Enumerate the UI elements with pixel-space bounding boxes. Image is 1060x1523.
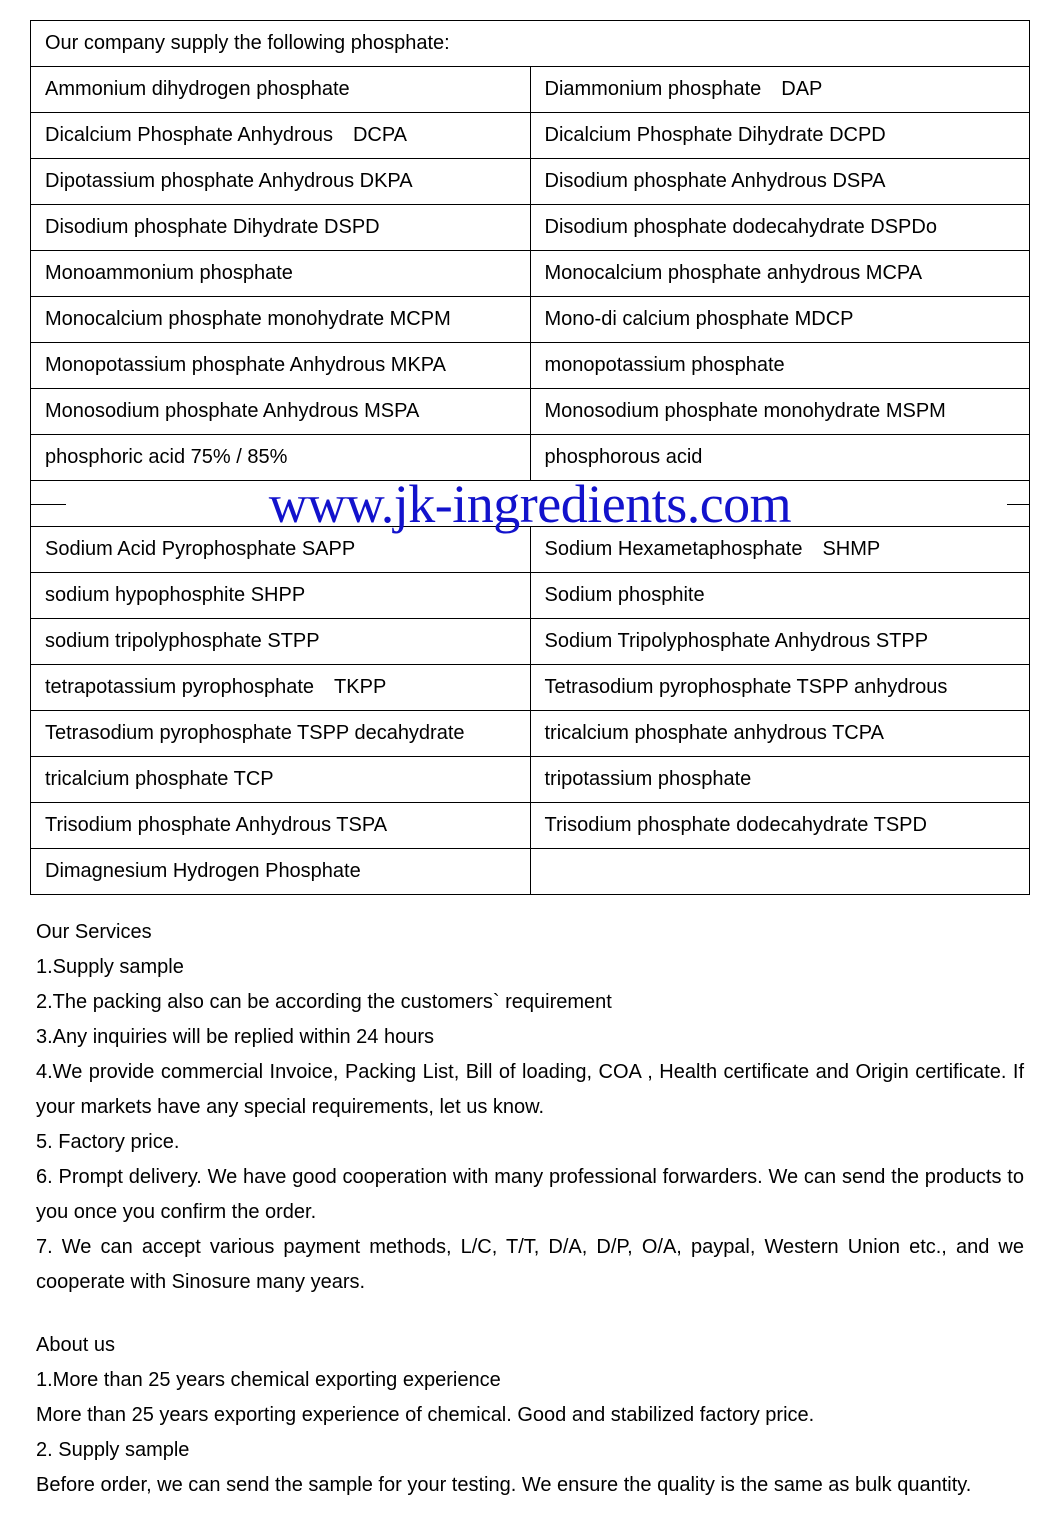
table-header-row: Our company supply the following phospha… (31, 21, 1030, 67)
table-cell: Diammonium phosphate DAP (530, 67, 1030, 113)
table-row: Monoammonium phosphateMonocalcium phosph… (31, 251, 1030, 297)
table-cell: tricalcium phosphate anhydrous TCPA (530, 711, 1030, 757)
table-cell: Trisodium phosphate dodecahydrate TSPD (530, 803, 1030, 849)
services-item: 7. We can accept various payment methods… (36, 1230, 1024, 1300)
table-row: Dipotassium phosphate Anhydrous DKPADiso… (31, 159, 1030, 205)
watermark-rule-left (31, 504, 66, 505)
table-cell: Mono-di calcium phosphate MDCP (530, 297, 1030, 343)
table-row: Trisodium phosphate Anhydrous TSPATrisod… (31, 803, 1030, 849)
table-cell: Sodium Tripolyphosphate Anhydrous STPP (530, 619, 1030, 665)
table-row: tricalcium phosphate TCPtripotassium pho… (31, 757, 1030, 803)
table-cell: monopotassium phosphate (530, 343, 1030, 389)
table-cell: Dipotassium phosphate Anhydrous DKPA (31, 159, 531, 205)
table-cell: Monoammonium phosphate (31, 251, 531, 297)
table-row: Monosodium phosphate Anhydrous MSPAMonos… (31, 389, 1030, 435)
table-cell: Trisodium phosphate Anhydrous TSPA (31, 803, 531, 849)
table-cell: Disodium phosphate Dihydrate DSPD (31, 205, 531, 251)
table-cell: Sodium phosphite (530, 573, 1030, 619)
table-cell: Monopotassium phosphate Anhydrous MKPA (31, 343, 531, 389)
table-row: Ammonium dihydrogen phosphateDiammonium … (31, 67, 1030, 113)
table-row: Disodium phosphate Dihydrate DSPDDisodiu… (31, 205, 1030, 251)
services-item: 6. Prompt delivery. We have good coopera… (36, 1160, 1024, 1230)
table-row: Monocalcium phosphate monohydrate MCPMMo… (31, 297, 1030, 343)
services-section: Our Services 1.Supply sample2.The packin… (30, 915, 1030, 1300)
table-row: tetrapotassium pyrophosphate TKPPTetraso… (31, 665, 1030, 711)
table-cell: Tetrasodium pyrophosphate TSPP decahydra… (31, 711, 531, 757)
about-section: About us 1.More than 25 years chemical e… (30, 1328, 1030, 1503)
table-cell: Monosodium phosphate monohydrate MSPM (530, 389, 1030, 435)
services-item: 3.Any inquiries will be replied within 2… (36, 1020, 1024, 1055)
table-cell: Disodium phosphate Anhydrous DSPA (530, 159, 1030, 205)
table-row: Dimagnesium Hydrogen Phosphate (31, 849, 1030, 895)
services-item: 5. Factory price. (36, 1125, 1024, 1160)
table-cell: tripotassium phosphate (530, 757, 1030, 803)
services-item: 1.Supply sample (36, 950, 1024, 985)
table-row: sodium hypophosphite SHPPSodium phosphit… (31, 573, 1030, 619)
table-cell: Dicalcium Phosphate Dihydrate DCPD (530, 113, 1030, 159)
table-cell: sodium hypophosphite SHPP (31, 573, 531, 619)
table-cell: Disodium phosphate dodecahydrate DSPDo (530, 205, 1030, 251)
table-cell (530, 849, 1030, 895)
table-header-cell: Our company supply the following phospha… (31, 21, 1030, 67)
about-line: Before order, we can send the sample for… (36, 1468, 1024, 1503)
table-row: sodium tripolyphosphate STPPSodium Tripo… (31, 619, 1030, 665)
services-item: 2.The packing also can be according the … (36, 985, 1024, 1020)
table-cell: Dimagnesium Hydrogen Phosphate (31, 849, 531, 895)
about-line: 2. Supply sample (36, 1433, 1024, 1468)
table-cell: Ammonium dihydrogen phosphate (31, 67, 531, 113)
phosphate-table: Our company supply the following phospha… (30, 20, 1030, 895)
table-cell: Monosodium phosphate Anhydrous MSPA (31, 389, 531, 435)
table-cell: tricalcium phosphate TCP (31, 757, 531, 803)
about-line: 1.More than 25 years chemical exporting … (36, 1363, 1024, 1398)
about-heading: About us (36, 1328, 1024, 1363)
services-heading: Our Services (36, 915, 1024, 950)
watermark-text: www.jk-ingredients.com (269, 473, 791, 535)
table-cell: Dicalcium Phosphate Anhydrous DCPA (31, 113, 531, 159)
table-cell: tetrapotassium pyrophosphate TKPP (31, 665, 531, 711)
table-row: Monopotassium phosphate Anhydrous MKPAmo… (31, 343, 1030, 389)
table-cell: sodium tripolyphosphate STPP (31, 619, 531, 665)
table-row: Dicalcium Phosphate Anhydrous DCPADicalc… (31, 113, 1030, 159)
watermark-rule-right (1007, 504, 1029, 505)
about-line: More than 25 years exporting experience … (36, 1398, 1024, 1433)
watermark-row: www.jk-ingredients.com (31, 481, 1030, 527)
table-cell: Monocalcium phosphate anhydrous MCPA (530, 251, 1030, 297)
table-cell: Monocalcium phosphate monohydrate MCPM (31, 297, 531, 343)
table-row: Tetrasodium pyrophosphate TSPP decahydra… (31, 711, 1030, 757)
services-item: 4.We provide commercial Invoice, Packing… (36, 1055, 1024, 1125)
table-cell: Tetrasodium pyrophosphate TSPP anhydrous (530, 665, 1030, 711)
